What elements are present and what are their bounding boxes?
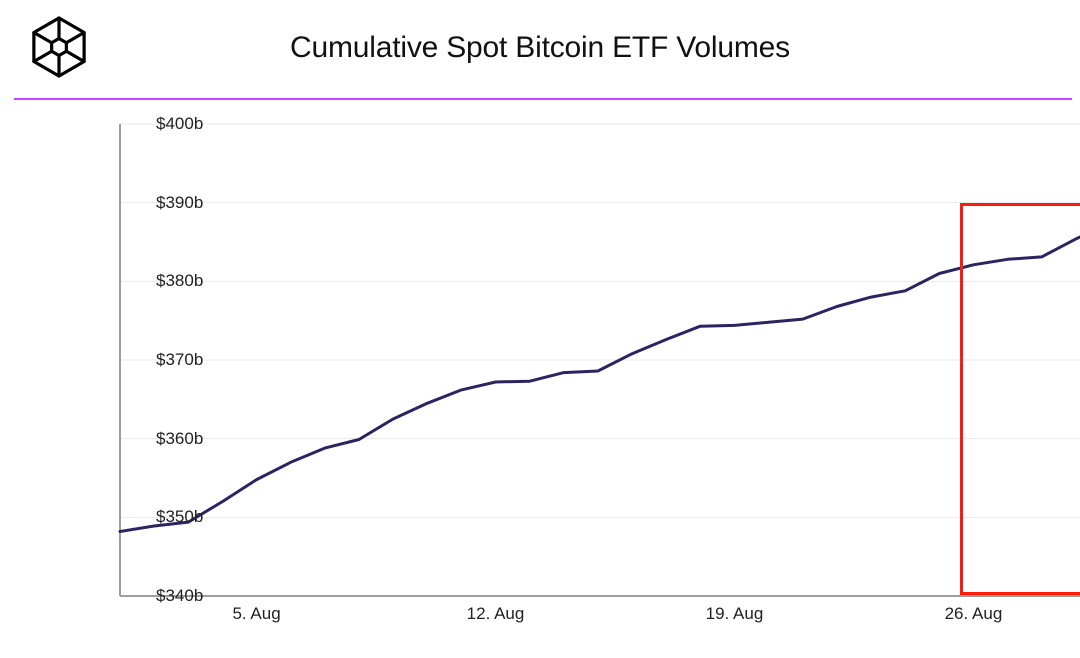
highlight-box [960, 203, 1080, 596]
chart-svg [40, 110, 1070, 630]
x-tick-label: 19. Aug [706, 604, 764, 624]
chart-header: Cumulative Spot Bitcoin ETF Volumes [0, 0, 1080, 95]
x-tick-label: 12. Aug [467, 604, 525, 624]
series-line-cumulative-volume [120, 224, 1080, 532]
x-tick-label: 26. Aug [945, 604, 1003, 624]
chart-title: Cumulative Spot Bitcoin ETF Volumes [0, 31, 1080, 65]
chart-plot-area: $340b$350b$360b$370b$380b$390b$400b 5. A… [40, 110, 1070, 630]
block-logo-icon [26, 14, 92, 85]
header-divider [14, 98, 1072, 100]
x-tick-label: 5. Aug [232, 604, 280, 624]
